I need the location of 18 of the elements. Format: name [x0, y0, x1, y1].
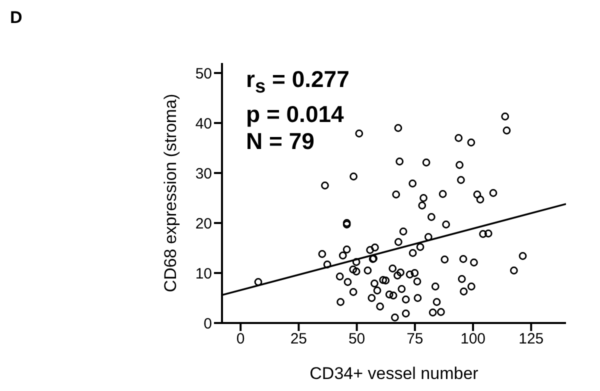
- x-tick-label: 25: [290, 330, 308, 348]
- x-tick-label: 0: [236, 330, 245, 348]
- x-tick-label: 75: [406, 330, 424, 348]
- y-tick-label: 40: [195, 115, 212, 132]
- y-tick-label: 50: [195, 65, 212, 82]
- x-axis-title: CD34+ vessel number: [310, 364, 479, 383]
- y-tick-label: 20: [195, 215, 212, 232]
- y-tick-label: 0: [204, 315, 212, 332]
- y-tick-label: 30: [195, 165, 212, 182]
- annotation: p = 0.014: [246, 100, 345, 128]
- x-tick-label: 125: [518, 330, 544, 348]
- y-axis-title: CD68 expression (stroma): [161, 94, 180, 292]
- x-tick-label: 100: [460, 330, 486, 348]
- x-tick-label: 50: [348, 330, 366, 348]
- text: D: [10, 8, 22, 28]
- annotation: r$_{s}$ = 0.277: [246, 66, 350, 100]
- y-tick-label: 10: [195, 265, 212, 282]
- annotation: N = 79: [246, 128, 316, 155]
